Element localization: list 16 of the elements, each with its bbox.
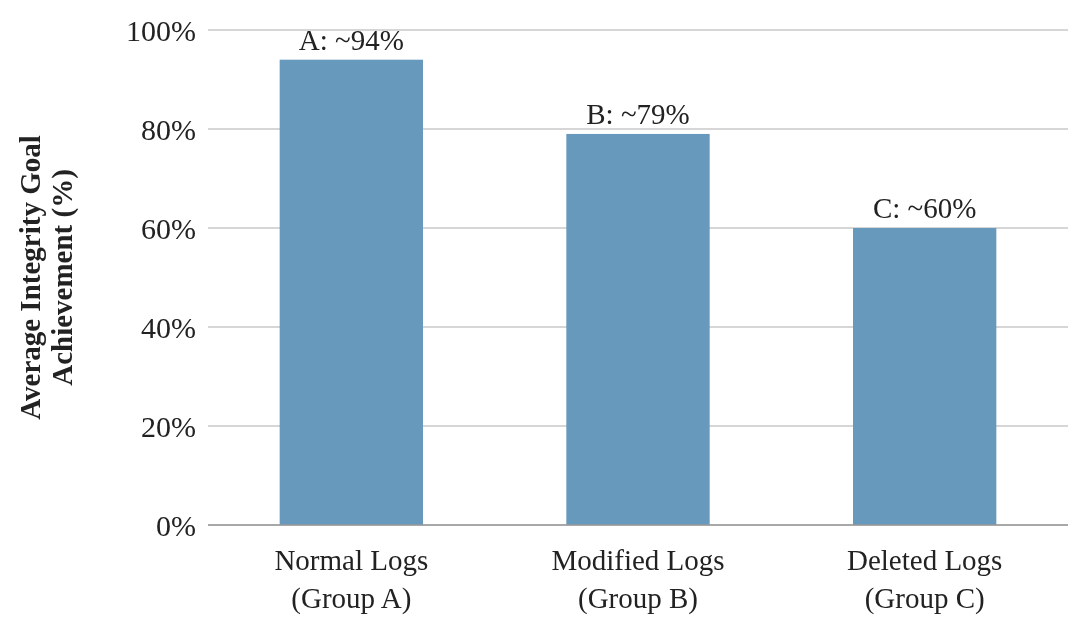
data-label: B: ~79%: [586, 97, 690, 130]
x-tick-label: Normal Logs (Group A): [274, 544, 429, 615]
x-tick-label: Modified Logs (Group B): [551, 544, 725, 615]
y-tick-label: 40%: [141, 310, 196, 344]
bar: [279, 59, 423, 525]
bar: [566, 133, 710, 525]
x-tick-label: Deleted Logs (Group C): [846, 544, 1003, 615]
y-tick-label: 100%: [126, 13, 196, 47]
y-tick-label: 60%: [141, 211, 196, 245]
y-tick-label: 20%: [141, 409, 196, 443]
y-tick-label: 80%: [141, 112, 196, 146]
data-label: C: ~60%: [872, 192, 977, 224]
bar: [853, 228, 997, 525]
y-axis-title: Average Integrity Goal Achievement (%): [14, 135, 79, 420]
data-label: A: ~94%: [298, 23, 404, 56]
y-tick-label: 0%: [156, 508, 196, 542]
